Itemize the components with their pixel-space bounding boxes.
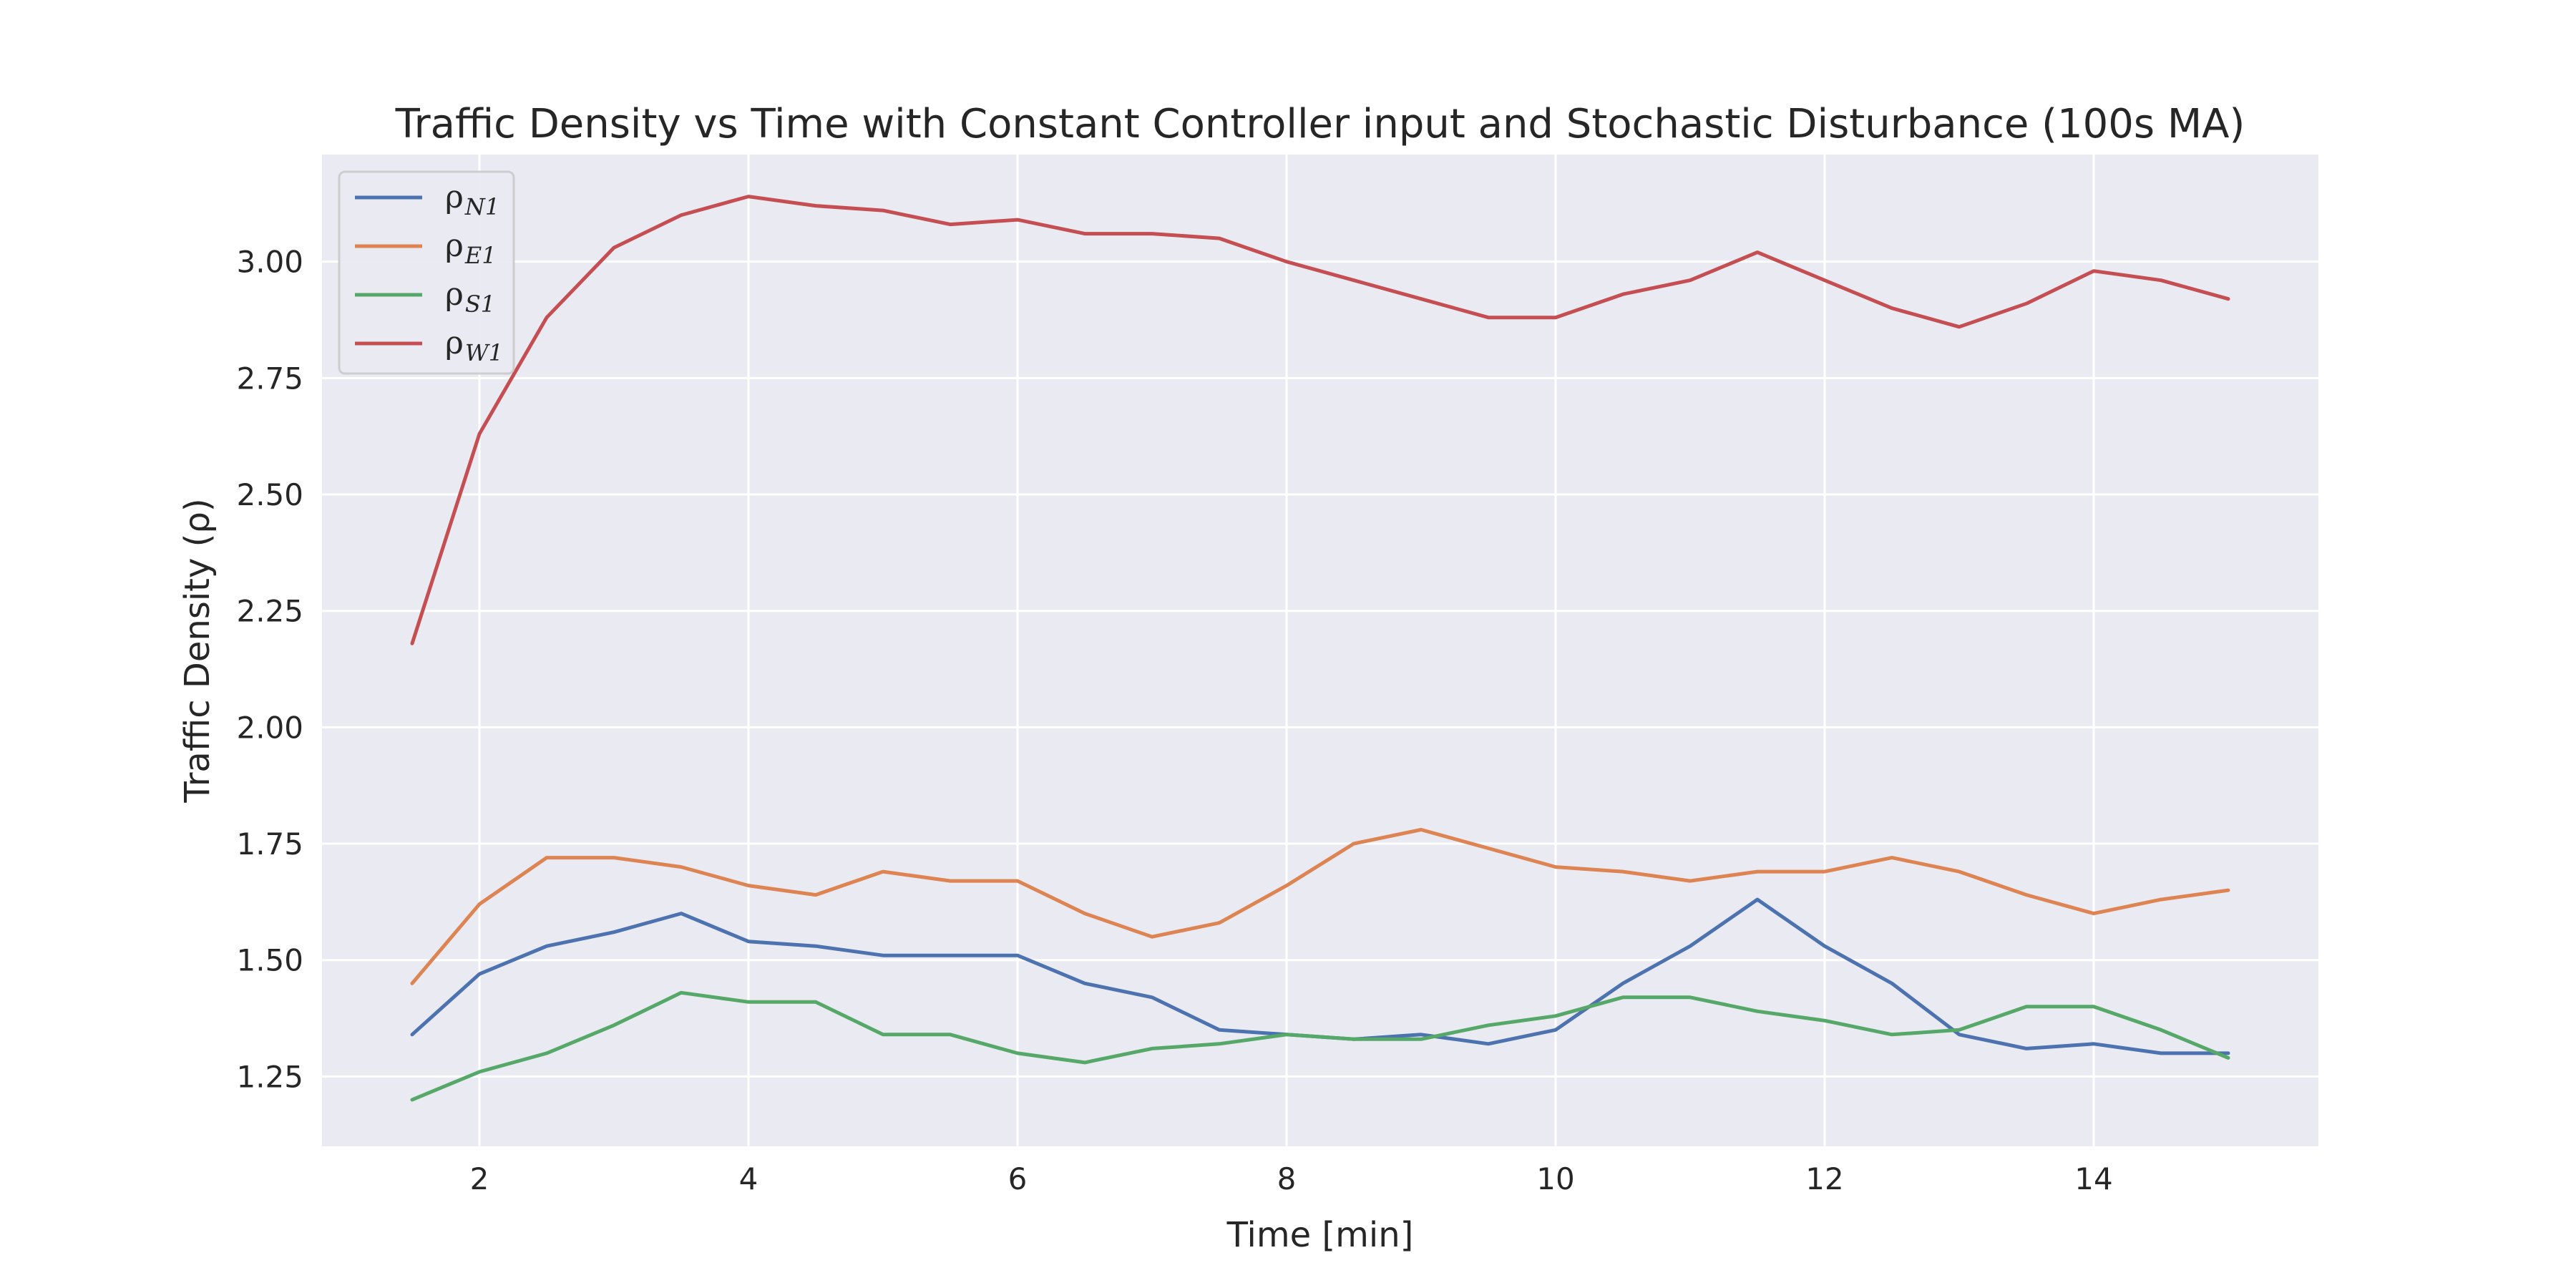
- x-tick-label: 8: [1277, 1161, 1297, 1196]
- plot-area: [322, 155, 2318, 1146]
- legend-label-n1: ρN1: [445, 179, 499, 220]
- chart-title: Traffic Density vs Time with Constant Co…: [395, 101, 2245, 147]
- y-tick-label: 2.00: [236, 710, 303, 745]
- y-tick-label: 1.25: [236, 1059, 303, 1094]
- y-axis-label: Traffic Density (ρ): [177, 498, 218, 803]
- x-tick-label: 6: [1008, 1161, 1028, 1196]
- x-ticks: 2 4 6 8 10 12 14: [470, 1161, 2113, 1196]
- legend-label-e1: ρE1: [445, 228, 497, 269]
- legend-label-s1: ρS1: [445, 276, 495, 318]
- grid: [322, 155, 2318, 1146]
- y-tick-label: 1.75: [236, 826, 303, 862]
- legend-label-w1: ρW1: [445, 325, 503, 366]
- x-tick-label: 4: [739, 1161, 758, 1196]
- x-tick-label: 10: [1536, 1161, 1574, 1196]
- x-tick-label: 12: [1805, 1161, 1843, 1196]
- y-tick-label: 3.00: [236, 245, 303, 280]
- y-tick-label: 2.25: [236, 594, 303, 629]
- y-ticks: 1.25 1.50 1.75 2.00 2.25 2.50 2.75 3.00: [236, 245, 303, 1095]
- y-tick-label: 2.75: [236, 361, 303, 396]
- x-axis-label: Time [min]: [1226, 1215, 1414, 1255]
- series-line-w1: [410, 195, 2230, 645]
- series-line-s1: [410, 990, 2230, 1102]
- series-line-e1: [410, 828, 2230, 985]
- legend-box: [338, 170, 515, 375]
- y-tick-label: 1.50: [236, 943, 303, 978]
- x-tick-label: 2: [470, 1161, 489, 1196]
- x-tick-label: 14: [2074, 1161, 2112, 1196]
- series-lines: [410, 195, 2230, 1102]
- y-tick-label: 2.50: [236, 477, 303, 512]
- legend: ρN1 ρE1 ρS1 ρW1: [338, 170, 515, 375]
